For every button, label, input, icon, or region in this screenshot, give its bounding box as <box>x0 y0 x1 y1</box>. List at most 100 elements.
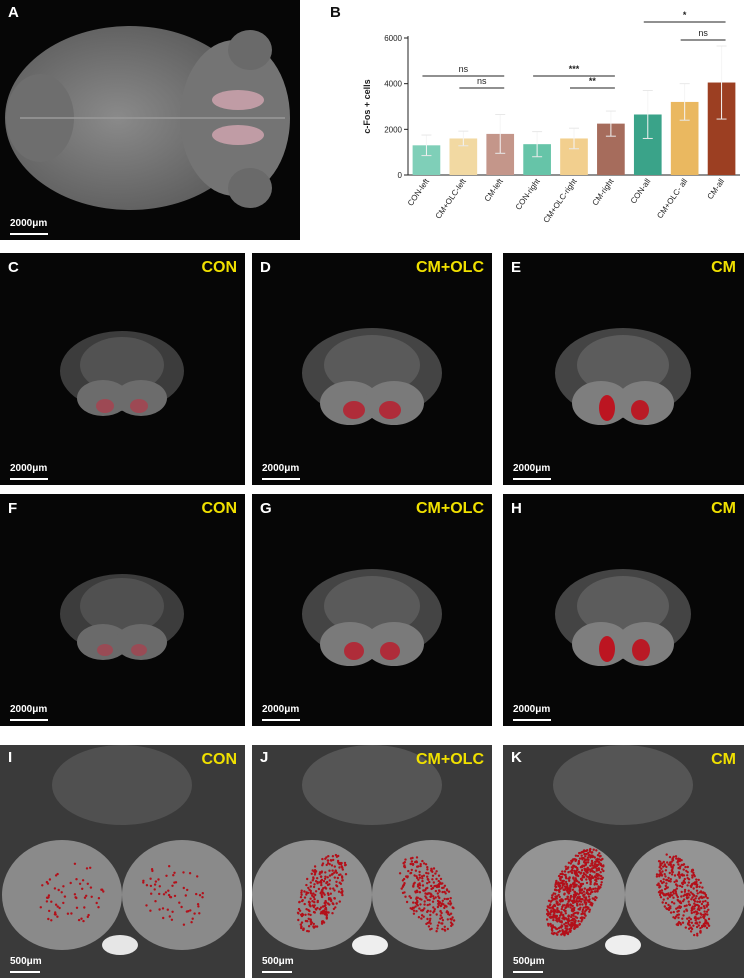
cfos-dot <box>300 914 304 918</box>
cfos-dot <box>442 903 445 906</box>
cfos-dot <box>596 854 600 857</box>
panel-i-label: I <box>8 749 13 766</box>
cfos-dot <box>593 871 596 874</box>
cfos-dot <box>703 892 706 895</box>
cfos-dot <box>314 871 317 874</box>
cfos-dot <box>584 873 587 876</box>
cfos-dot <box>669 891 673 894</box>
cfos-dot <box>664 869 668 872</box>
cfos-dot <box>562 888 566 892</box>
cfos-dot <box>688 921 691 924</box>
cfos-dot <box>328 869 331 872</box>
cfos-dot <box>427 925 431 928</box>
cfos-dot <box>679 901 682 904</box>
cfos-dot <box>703 910 706 913</box>
cfos-dot <box>562 916 565 919</box>
cfos-dot <box>433 909 436 913</box>
cfos-dot <box>677 916 680 919</box>
cfos-dot <box>591 864 594 867</box>
cfos-dot <box>706 901 709 904</box>
cfos-dot <box>581 882 585 886</box>
cfos-dot <box>560 924 563 928</box>
panel-c-condition: CON <box>201 259 237 276</box>
cfos-dot <box>704 895 708 898</box>
cfos-dot <box>663 905 666 908</box>
cfos-dot <box>585 878 588 881</box>
cfos-dot <box>421 908 425 912</box>
cfos-dot <box>681 921 685 924</box>
cfos-dot <box>416 865 419 868</box>
cfos-dot <box>170 918 174 921</box>
cfos-dot <box>683 890 687 893</box>
cfos-dot <box>563 923 566 926</box>
cfos-dot <box>583 852 586 856</box>
cfos-dot <box>412 882 416 885</box>
cfos-dot <box>579 897 582 901</box>
cfos-dot <box>596 889 599 892</box>
brain-coronal-image <box>555 569 691 666</box>
cfos-dot <box>594 887 597 890</box>
cfos-dot <box>75 878 78 881</box>
cfos-dot <box>142 879 145 882</box>
cfos-dot <box>702 924 706 927</box>
panel-e-condition: CM <box>711 259 736 276</box>
cfos-dot <box>697 917 700 920</box>
cfos-dot <box>322 880 326 883</box>
cfos-dot <box>314 890 318 893</box>
cfos-dot <box>322 887 325 890</box>
cfos-dot <box>678 884 682 888</box>
cfos-dot <box>54 903 58 906</box>
cfos-dot <box>692 871 695 875</box>
cfos-dot <box>97 906 100 909</box>
cfos-dot <box>689 918 693 921</box>
cfos-dot <box>662 860 665 864</box>
cfos-dot <box>343 861 347 865</box>
cfos-dot <box>312 922 315 926</box>
cfos-dot <box>549 903 552 906</box>
cfos-dot <box>561 870 564 873</box>
cfos-dot <box>554 914 557 917</box>
brain-coronal-image <box>555 328 691 425</box>
panel-d-condition: CM+OLC <box>416 259 484 276</box>
cfos-dot <box>573 890 576 893</box>
cfos-dot <box>171 910 174 913</box>
cfos-dot <box>402 884 405 887</box>
cfos-dot <box>597 867 600 870</box>
cfos-dot <box>693 902 696 905</box>
cfos-dot <box>686 877 689 880</box>
cfos-dot <box>574 877 577 880</box>
x-tick-label: CM+OLC-right <box>542 176 580 224</box>
panel-i-scale-bar <box>10 971 40 973</box>
cfos-dot <box>587 858 590 862</box>
cfos-dot <box>321 895 324 899</box>
cfos-dot <box>577 920 580 923</box>
panel-j-condition: CM+OLC <box>416 751 484 768</box>
cfos-dot <box>338 900 341 903</box>
cfos-dot <box>701 891 704 894</box>
cfos-dot <box>573 879 576 882</box>
cfos-dot <box>81 887 84 890</box>
cfos-dot <box>679 923 683 926</box>
cfos-dot <box>198 894 202 897</box>
cfos-dot <box>682 914 685 917</box>
cfos-dot <box>584 862 587 866</box>
cfos-dot <box>584 896 588 899</box>
cfos-dot <box>587 895 591 898</box>
cfos-dot <box>48 878 52 881</box>
cfos-dot <box>305 883 308 887</box>
cfos-dot <box>549 900 552 903</box>
cfos-dot <box>585 852 588 856</box>
cfos-dot <box>419 903 422 906</box>
panel-k-scale-label: 500μm <box>513 956 545 967</box>
cfos-dot <box>695 925 699 929</box>
cfos-dot <box>57 888 60 892</box>
cfos-dot <box>77 918 81 922</box>
cfos-dot <box>316 899 319 903</box>
cfos-dot <box>298 909 302 912</box>
cfos-dot <box>165 874 168 877</box>
cfos-dot <box>426 877 429 881</box>
cfos-dot <box>695 921 698 924</box>
cfos-dot <box>418 882 421 885</box>
cfos-dot <box>413 874 416 877</box>
cfos-dot <box>424 863 428 866</box>
